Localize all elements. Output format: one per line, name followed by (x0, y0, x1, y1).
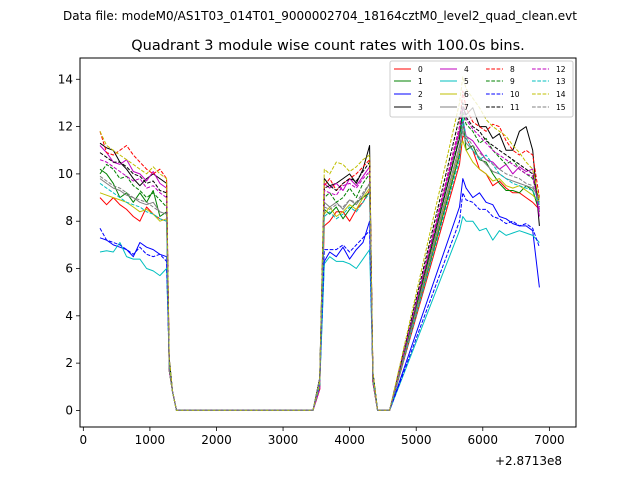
series-line-12 (99, 107, 540, 411)
series-line-7 (99, 130, 540, 411)
legend-label-9: 9 (510, 77, 515, 86)
y-tick-label: 8 (65, 214, 73, 228)
suptitle: Data file: modeM0/AS1T03_014T01_90000027… (63, 9, 577, 23)
series-line-5 (99, 216, 540, 411)
x-tick-label: 3000 (268, 433, 299, 447)
legend-label-15: 15 (556, 103, 566, 112)
y-tick-label: 10 (58, 167, 73, 181)
legend-label-11: 11 (510, 103, 520, 112)
x-axis-ticks: 0 1000 2000 3000 4000 5000 6000 7000 (80, 427, 565, 447)
chart-title: Quadrant 3 module wise count rates with … (131, 38, 525, 54)
legend-label-4: 4 (464, 65, 469, 74)
x-tick-label: 5000 (401, 433, 432, 447)
series-line-14 (99, 76, 540, 411)
legend-label-7: 7 (464, 103, 469, 112)
series-line-4 (99, 119, 540, 411)
series-line-3 (99, 107, 540, 411)
legend-label-5: 5 (464, 77, 469, 86)
y-axis-ticks: 0 2 4 6 8 10 12 14 (58, 72, 80, 417)
y-tick-label: 0 (65, 403, 73, 417)
series-line-6 (99, 140, 540, 411)
series-line-2 (99, 178, 540, 411)
y-tick-label: 2 (65, 356, 73, 370)
legend-label-13: 13 (556, 77, 566, 86)
legend-label-6: 6 (464, 90, 469, 99)
y-tick-label: 6 (65, 262, 73, 276)
legend-label-10: 10 (510, 90, 520, 99)
legend-label-3: 3 (418, 103, 423, 112)
y-tick-label: 14 (58, 72, 73, 86)
legend-label-1: 1 (418, 77, 423, 86)
plot-lines (99, 76, 540, 411)
series-line-11 (99, 102, 540, 411)
x-tick-label: 6000 (468, 433, 499, 447)
legend-box (389, 60, 574, 118)
legend-label-14: 14 (556, 90, 566, 99)
x-tick-label: 7000 (534, 433, 565, 447)
legend-label-12: 12 (556, 65, 566, 74)
x-offset-label: +2.8713e8 (495, 454, 562, 468)
x-tick-label: 0 (80, 433, 88, 447)
y-tick-label: 4 (65, 309, 73, 323)
series-line-13 (99, 116, 540, 411)
series-line-9 (99, 111, 540, 411)
series-line-15 (99, 126, 540, 411)
x-tick-label: 2000 (201, 433, 232, 447)
x-tick-label: 1000 (135, 433, 166, 447)
series-line-0 (99, 135, 540, 411)
series-line-1 (99, 116, 540, 411)
legend-label-2: 2 (418, 90, 423, 99)
legend-label-8: 8 (510, 65, 515, 74)
series-line-10 (99, 192, 540, 411)
legend-label-0: 0 (418, 65, 423, 74)
x-tick-label: 4000 (334, 433, 365, 447)
y-tick-label: 12 (58, 120, 73, 134)
axes-frame (79, 57, 577, 428)
